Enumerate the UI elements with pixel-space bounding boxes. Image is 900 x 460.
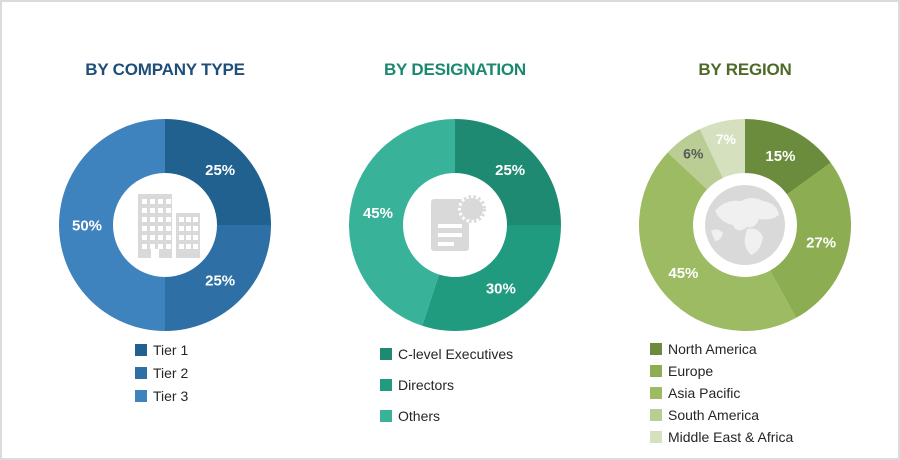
legend-swatch [650, 409, 662, 421]
donut-slice-south-america [667, 129, 723, 190]
slice-data-label: 30% [486, 280, 516, 297]
legend-swatch [380, 378, 392, 391]
chart-region: BY REGION 15% 27% 45% 6% 7% North America Eur… [592, 2, 898, 458]
legend-item: Tier 2 [135, 361, 188, 384]
donut-slice-tier-2 [165, 225, 271, 331]
legend-label: Asia Pacific [668, 385, 741, 401]
legend-swatch [650, 343, 662, 355]
legend-swatch [135, 343, 147, 356]
chart-title-designation: BY DESIGNATION [383, 60, 527, 79]
slice-data-label: 15% [765, 148, 795, 165]
slice-data-label: 50% [72, 217, 102, 234]
buildings-icon [138, 194, 200, 258]
slice-data-label: 7% [716, 131, 737, 147]
donut-slice-directors [422, 225, 561, 331]
slice-data-label: 45% [363, 205, 393, 222]
legend-item: C-level Executives [380, 338, 513, 369]
legend-swatch [135, 366, 147, 379]
legend-swatch [380, 409, 392, 422]
chart-title-region: BY REGION [698, 60, 792, 79]
legend-item: South America [650, 404, 793, 426]
legend-item: Tier 1 [135, 338, 188, 361]
legend-label: South America [668, 407, 760, 423]
legend-label: Middle East & Africa [668, 429, 794, 445]
donut-slice-middle-east-africa [699, 119, 745, 178]
donut-slice-north-america [745, 119, 831, 195]
legend-item: Europe [650, 360, 793, 382]
chart-company-type: BY COMPANY TYPE 25% 25% 50% Tier 1 Tier 2 Ti… [12, 2, 318, 458]
legend-label: Others [398, 407, 441, 424]
donut-chart-company-type: 25% 25% 50% [59, 119, 271, 331]
donut-chart-designation: 25% 30% 45% [349, 119, 561, 331]
legend-label: North America [668, 341, 757, 357]
legend-item: Others [380, 400, 513, 431]
chart-title-company-type: BY COMPANY TYPE [85, 60, 245, 79]
legend-swatch [135, 389, 147, 402]
donut-slice-europe [770, 162, 851, 318]
legend-swatch [650, 365, 662, 377]
legend-item: Tier 3 [135, 384, 188, 407]
legend-label: Tier 3 [153, 387, 189, 404]
legend-item: Asia Pacific [650, 382, 793, 404]
legend-label: Directors [398, 376, 455, 393]
legend-swatch [380, 347, 392, 360]
donut-slice-asia-pacific [639, 152, 797, 332]
globe-icon [705, 185, 785, 265]
legend-company-type: Tier 1 Tier 2 Tier 3 [135, 338, 188, 407]
slice-data-label: 25% [205, 272, 235, 289]
legend-item: Directors [380, 369, 513, 400]
legend-label: Tier 1 [153, 341, 189, 358]
donut-slice-tier-3 [59, 119, 165, 331]
legend-label: C-level Executives [398, 345, 514, 362]
slice-data-label: 25% [495, 162, 525, 179]
donut-slice-c-level-executives [455, 119, 561, 225]
slice-data-label: 27% [806, 234, 836, 251]
chart-designation: BY DESIGNATION 25% 30% 45% C-level Executi… [302, 2, 608, 458]
document-certificate-icon [431, 195, 486, 251]
legend-region: North America Europe Asia Pacific South Ame… [650, 338, 793, 448]
slice-data-label: 6% [683, 146, 704, 162]
donut-slice-tier-1 [165, 119, 271, 225]
legend-label: Tier 2 [153, 364, 189, 381]
donut-slice-others [349, 119, 455, 326]
legend-label: Europe [668, 363, 714, 379]
legend-swatch [650, 387, 662, 399]
legend-item: Middle East & Africa [650, 426, 793, 448]
slice-data-label: 25% [205, 162, 235, 179]
legend-item: North America [650, 338, 793, 360]
legend-designation: C-level Executives Directors Others [380, 338, 513, 431]
legend-swatch [650, 431, 662, 443]
donut-chart-region: 15% 27% 45% 6% 7% [639, 119, 851, 332]
slice-data-label: 45% [668, 265, 698, 282]
